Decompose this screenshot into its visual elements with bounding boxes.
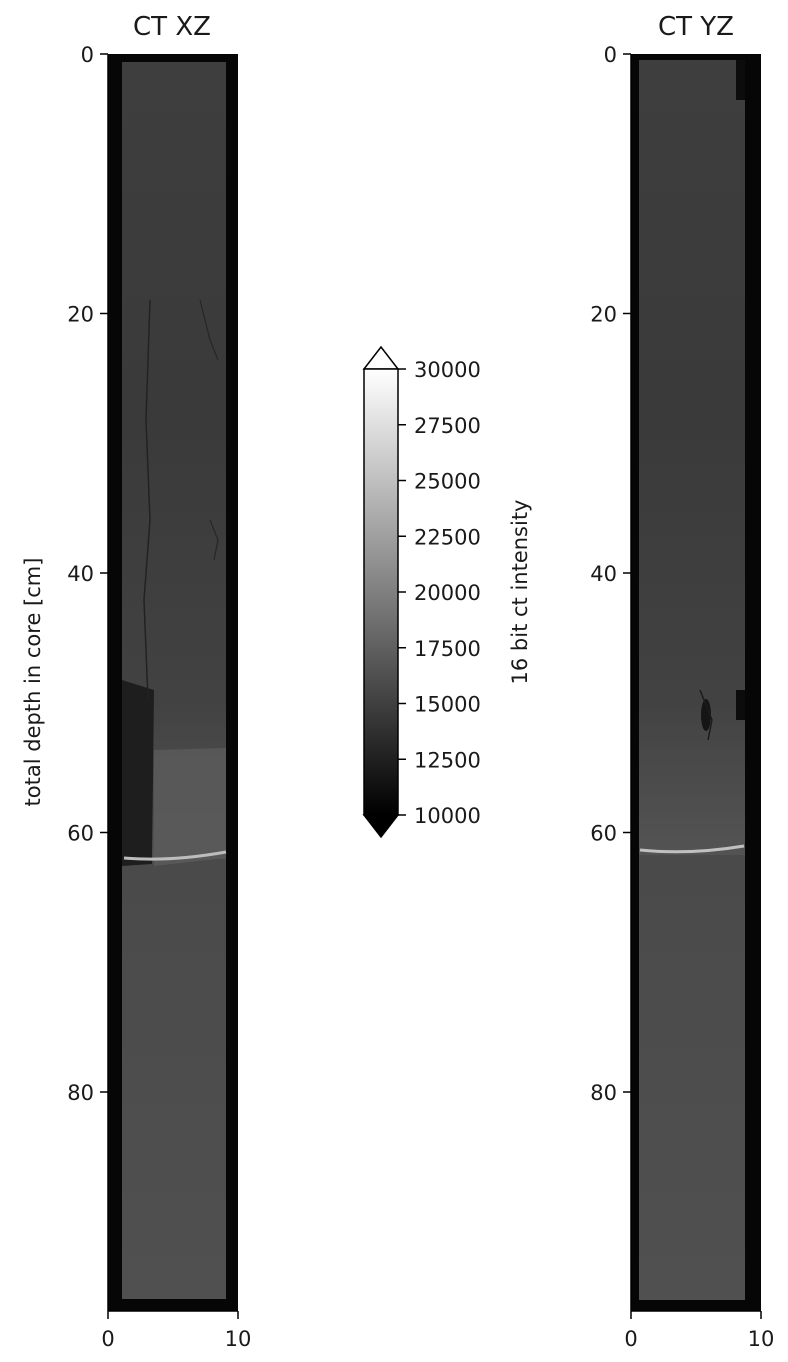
colorbar-tick-label: 15000 xyxy=(414,693,481,717)
x-tick-label: 10 xyxy=(748,1327,775,1351)
colorbar: 10000 12500 15000 17500 20000 22500 25000 27500… xyxy=(362,345,532,839)
panel-ct-xz: CT XZ total depth in core [cm] 0 20 40 60 80… xyxy=(21,12,251,1351)
panel-title-yz: CT YZ xyxy=(658,12,734,42)
y-tick-label: 0 xyxy=(81,43,94,67)
x-tick-label: 10 xyxy=(225,1327,252,1351)
y-axis-label: total depth in core [cm] xyxy=(21,558,45,807)
colorbar-tick-label: 25000 xyxy=(414,470,481,494)
y-tick-label: 0 xyxy=(604,43,617,67)
x-tick-label: 0 xyxy=(624,1327,637,1351)
ct-image-yz xyxy=(631,54,761,1311)
colorbar-tick-label: 17500 xyxy=(414,637,481,661)
y-tick-label: 40 xyxy=(67,562,94,586)
colorbar-extend-max xyxy=(362,345,400,370)
y-tick-label: 60 xyxy=(67,822,94,846)
y-tick-label: 80 xyxy=(590,1081,617,1105)
y-tick-label: 20 xyxy=(590,303,617,327)
y-tick-label: 20 xyxy=(67,303,94,327)
y-tick-label: 80 xyxy=(67,1081,94,1105)
colorbar-tick-label: 22500 xyxy=(414,525,481,549)
panel-ct-yz: CT YZ 0 20 40 60 80 0 10 xyxy=(590,12,774,1351)
colorbar-tick-label: 27500 xyxy=(414,414,481,438)
colorbar-gradient xyxy=(363,368,399,816)
ct-image-xz xyxy=(108,54,238,1311)
colorbar-label: 16 bit ct intensity xyxy=(508,500,532,685)
colorbar-extend-min xyxy=(362,814,400,839)
colorbar-tick-label: 10000 xyxy=(414,804,481,828)
axes-frame-yz: 0 20 40 60 80 0 10 xyxy=(590,43,774,1351)
y-tick-label: 40 xyxy=(590,562,617,586)
colorbar-tick-label: 20000 xyxy=(414,581,481,605)
colorbar-tick-label: 12500 xyxy=(414,748,481,772)
axes-frame-xz: 0 20 40 60 80 0 10 xyxy=(67,43,251,1351)
y-tick-label: 60 xyxy=(590,822,617,846)
colorbar-tick-label: 30000 xyxy=(414,358,481,382)
panel-title-xz: CT XZ xyxy=(133,12,211,42)
x-tick-label: 0 xyxy=(101,1327,114,1351)
